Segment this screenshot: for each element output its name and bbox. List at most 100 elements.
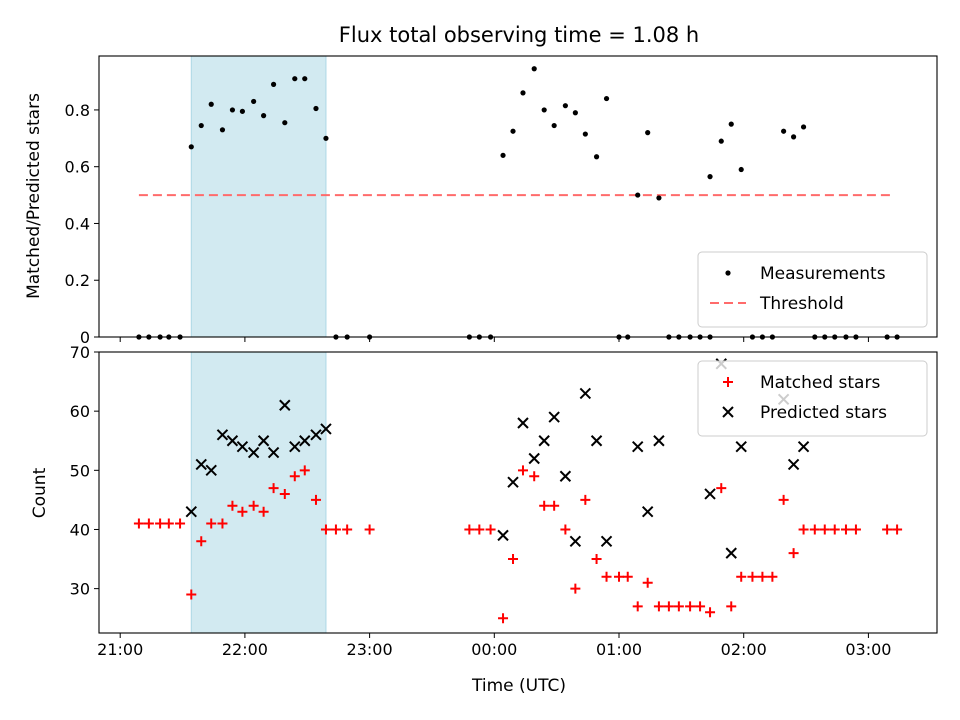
data-point xyxy=(497,529,509,542)
data-point xyxy=(840,524,851,535)
data-point xyxy=(747,571,758,582)
legend-marker xyxy=(725,270,731,276)
data-point xyxy=(267,446,280,459)
x-tick-label: 03:00 xyxy=(845,640,891,659)
data-point xyxy=(787,458,800,471)
bottom-y-axis-label: Count xyxy=(30,467,50,518)
data-point xyxy=(299,435,311,447)
data-point xyxy=(582,131,588,137)
data-point xyxy=(175,518,186,529)
data-point xyxy=(155,518,166,529)
observing-window-span xyxy=(190,351,327,634)
data-point xyxy=(299,465,310,476)
data-point xyxy=(663,601,674,612)
data-point xyxy=(603,95,610,102)
data-point xyxy=(208,101,214,107)
data-point xyxy=(704,488,716,500)
data-point xyxy=(819,524,830,535)
data-point xyxy=(635,192,641,198)
data-point xyxy=(196,536,207,547)
data-point xyxy=(313,105,319,112)
data-point xyxy=(738,166,744,173)
data-point xyxy=(590,435,603,447)
data-point xyxy=(653,601,664,612)
data-point xyxy=(289,440,301,453)
data-point xyxy=(251,98,257,105)
data-point xyxy=(188,144,194,150)
data-point xyxy=(829,524,840,535)
data-point xyxy=(551,122,557,129)
data-point xyxy=(229,107,236,113)
data-point xyxy=(569,535,582,548)
data-point xyxy=(632,440,644,453)
data-point xyxy=(310,494,321,505)
data-point xyxy=(261,113,267,119)
data-point xyxy=(237,506,248,517)
data-point xyxy=(728,121,734,127)
data-point xyxy=(279,488,290,499)
data-point xyxy=(302,76,308,82)
legend-label: Predicted stars xyxy=(760,403,887,423)
data-point xyxy=(788,548,799,559)
data-point xyxy=(797,440,810,453)
data-point xyxy=(579,387,592,400)
data-point xyxy=(735,440,747,453)
legend-label: Threshold xyxy=(759,294,844,314)
data-point xyxy=(549,500,560,511)
plot-frame xyxy=(98,55,938,338)
legend: Measurements Threshold xyxy=(697,251,928,328)
y-tick-label: 40 xyxy=(70,520,90,539)
data-point xyxy=(310,429,322,441)
y-tick-label: 0.6 xyxy=(65,158,90,177)
data-point xyxy=(226,435,239,447)
data-point xyxy=(498,613,509,624)
data-point xyxy=(247,446,260,459)
data-point xyxy=(206,518,217,529)
data-point xyxy=(364,524,375,535)
data-point xyxy=(342,524,353,535)
x-tick-label: 00:00 xyxy=(471,640,517,659)
data-point xyxy=(705,607,716,618)
data-point xyxy=(227,500,238,511)
data-point xyxy=(641,506,654,518)
legend-box xyxy=(697,251,928,328)
data-point xyxy=(695,601,706,612)
data-point xyxy=(726,601,737,612)
data-point xyxy=(510,128,516,134)
y-tick-label: 60 xyxy=(70,402,90,421)
data-point xyxy=(718,138,724,144)
data-point xyxy=(882,524,893,535)
data-point xyxy=(464,524,475,535)
x-tick-label: 21:00 xyxy=(97,640,143,659)
y-tick-label: 0 xyxy=(80,328,90,347)
data-point xyxy=(572,110,578,116)
data-point xyxy=(601,571,612,582)
data-point xyxy=(258,506,269,517)
legend-marker xyxy=(722,406,734,418)
data-point xyxy=(508,554,519,565)
data-point xyxy=(600,535,613,548)
data-point xyxy=(163,518,174,529)
data-point xyxy=(529,471,540,482)
data-point xyxy=(292,76,298,82)
data-point xyxy=(778,494,789,505)
data-point xyxy=(185,506,197,518)
y-tick-label: 0.4 xyxy=(65,214,90,233)
data-point xyxy=(198,122,204,129)
data-point xyxy=(474,524,485,535)
data-point xyxy=(562,103,568,109)
legend-box xyxy=(697,360,928,437)
data-point xyxy=(591,554,602,565)
data-point xyxy=(685,601,696,612)
x-tick-label: 01:00 xyxy=(596,640,642,659)
data-point xyxy=(798,524,809,535)
x-axis-label: Time (UTC) xyxy=(471,676,566,696)
bottom-panel: 21:00 22:00 23:00 00:00 01:00 02:00 03:00 30 40 5… xyxy=(70,343,938,659)
top-panel: 0 0.2 0.4 0.6 0.8 Measurements Threshold xyxy=(65,55,938,347)
data-point xyxy=(642,577,653,588)
data-point xyxy=(485,524,496,535)
data-point xyxy=(268,483,279,494)
data-point xyxy=(716,483,727,494)
data-point xyxy=(205,464,217,477)
